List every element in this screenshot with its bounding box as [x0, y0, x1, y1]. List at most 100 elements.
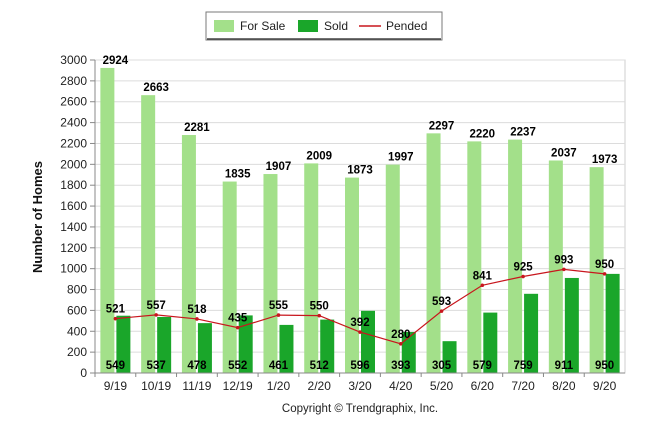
point-pended-9-19: [113, 316, 118, 321]
bar-sold-10-19: [157, 316, 172, 373]
label-for-sale-9-19: 2924: [103, 55, 129, 67]
label-sold-7-20: 759: [513, 360, 532, 372]
point-pended-7-20: [521, 274, 525, 279]
point-pended-11-19: [195, 317, 199, 321]
point-pended-5-20: [439, 309, 444, 313]
legend-label-pended: Pended: [386, 19, 427, 33]
label-sold-9-20: 950: [595, 360, 614, 372]
y-tick-label-1800: 1800: [60, 178, 87, 192]
bar-for-sale-5-20: [426, 133, 441, 373]
bar-sold-6-20: [483, 312, 498, 373]
data-labels: 2924 549 2663 537 2281 478 1835 552 1907 461 2009 5…: [103, 55, 618, 372]
label-pended-11-19: 518: [187, 304, 207, 316]
point-pended-4-20: [398, 341, 403, 346]
x-tick-label-1-20: 1/20: [267, 379, 291, 393]
x-tick-label-6-20: 6/20: [471, 379, 495, 393]
y-tick-label-1200: 1200: [60, 241, 87, 255]
y-tick-label-800: 800: [67, 283, 87, 297]
label-sold-10-19: 537: [147, 360, 166, 372]
point-pended-9-20: [602, 272, 607, 276]
label-sold-5-20: 305: [432, 360, 452, 372]
label-for-sale-12-19: 1835: [225, 169, 251, 181]
y-tick-label-2800: 2800: [60, 74, 87, 88]
y-axis-title: Number of Homes: [30, 161, 45, 273]
bar-for-sale-10-19: [141, 95, 156, 373]
x-tick-label-3-20: 3/20: [348, 379, 372, 393]
label-for-sale-9-20: 1973: [592, 154, 618, 166]
x-tick-label-4-20: 4/20: [389, 379, 413, 393]
y-tick-label-2400: 2400: [60, 116, 87, 130]
bar-sold-2-20: [320, 319, 335, 373]
pended-line: [113, 267, 607, 346]
bar-for-sale-6-20: [467, 141, 482, 373]
bar-for-sale-4-20: [385, 164, 400, 373]
bar-for-sale-9-19: [100, 67, 115, 374]
bar-sold-5-20: [442, 341, 457, 373]
label-pended-5-20: 593: [432, 296, 451, 308]
point-pended-10-19: [154, 313, 158, 317]
x-tick-label-11-19: 11/19: [182, 379, 211, 393]
x-tick-label-8-20: 8/20: [552, 379, 576, 393]
y-tick-label-400: 400: [67, 324, 87, 338]
label-for-sale-1-20: 1907: [266, 161, 292, 173]
label-sold-8-20: 911: [555, 360, 574, 372]
bar-for-sale-9-20: [589, 167, 604, 373]
x-axis: 9/19 10/19 11/19 12/19 1/20 2/20 3/20 4/20 5/20 6…: [94, 372, 625, 393]
label-pended-10-19: 557: [147, 300, 166, 312]
legend-box: [205, 11, 443, 41]
label-pended-6-20: 841: [473, 270, 493, 282]
legend-swatch-for-sale: [214, 20, 234, 32]
label-pended-9-19: 521: [106, 304, 126, 316]
x-tick-label-12-19: 12/19: [223, 379, 253, 393]
point-pended-2-20: [317, 313, 322, 318]
label-sold-9-19: 549: [106, 360, 125, 372]
bar-for-sale-3-20: [345, 177, 359, 373]
point-pended-12-19: [235, 325, 240, 330]
bar-sold-12-19: [238, 315, 253, 373]
label-sold-11-19: 478: [187, 360, 207, 372]
label-sold-6-20: 579: [473, 360, 492, 372]
label-for-sale-8-20: 2037: [551, 147, 577, 159]
x-tick-label-9-19: 9/19: [104, 379, 128, 393]
label-for-sale-4-20: 1997: [388, 152, 414, 164]
label-pended-2-20: 550: [310, 301, 329, 313]
bar-sold-1-20: [279, 324, 294, 373]
bar-sold-7-20: [524, 293, 539, 373]
copyright-text: Copyright © Trendgraphix, Inc.: [282, 403, 438, 415]
y-tick-label-1600: 1600: [60, 199, 87, 213]
bar-sold-11-19: [197, 323, 212, 373]
label-for-sale-2-20: 2009: [306, 150, 332, 162]
bar-sold-8-20: [564, 277, 579, 373]
y-tick-label-1000: 1000: [60, 262, 87, 276]
y-tick-label-600: 600: [67, 303, 87, 317]
x-tick-label-9-20: 9/20: [593, 379, 617, 393]
bar-for-sale-7-20: [508, 139, 523, 373]
label-pended-1-20: 555: [269, 300, 289, 312]
bar-for-sale-8-20: [548, 160, 563, 373]
point-pended-8-20: [562, 267, 566, 272]
bar-for-sale-12-19: [222, 181, 237, 373]
y-tick-label-1400: 1400: [60, 220, 87, 234]
point-pended-6-20: [480, 283, 485, 288]
bar-sold-9-19: [116, 315, 131, 373]
label-pended-7-20: 925: [513, 261, 533, 273]
label-sold-4-20: 393: [391, 360, 410, 372]
label-for-sale-10-19: 2663: [143, 82, 169, 94]
bar-for-sale-2-20: [304, 163, 319, 373]
label-for-sale-7-20: 2237: [510, 127, 536, 139]
label-for-sale-3-20: 1873: [347, 165, 373, 177]
bar-sold-9-20: [605, 273, 620, 373]
label-pended-3-20: 392: [350, 317, 369, 329]
x-tick-label-7-20: 7/20: [511, 379, 535, 393]
y-tick-label-0: 0: [80, 366, 87, 380]
x-tick-label-10-19: 10/19: [141, 379, 171, 393]
y-tick-label-2200: 2200: [60, 136, 87, 150]
point-pended-1-20: [276, 313, 281, 317]
bar-for-sale-1-20: [263, 174, 278, 373]
x-tick-label-5-20: 5/20: [430, 379, 454, 393]
y-tick-label-2600: 2600: [60, 95, 87, 109]
x-tick-label-2-20: 2/20: [308, 379, 332, 393]
label-pended-8-20: 993: [554, 254, 573, 266]
legend-label-sold: Sold: [324, 19, 348, 33]
